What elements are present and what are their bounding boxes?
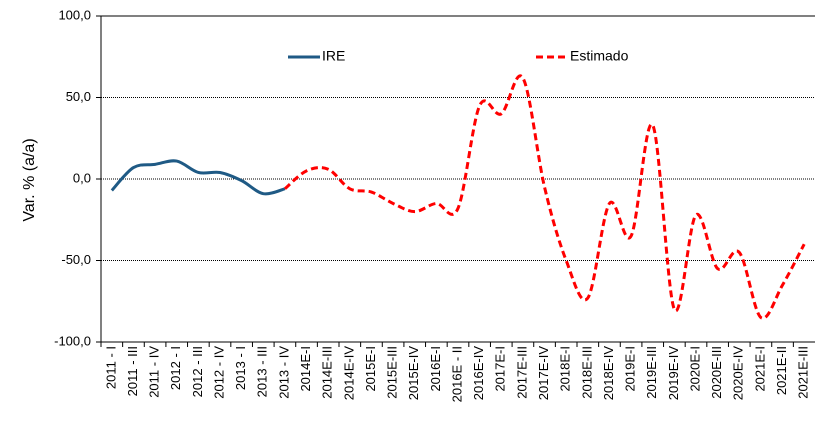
- x-tick-label: 2020E-I: [687, 346, 702, 392]
- x-tick-label: 2016E-I: [428, 346, 443, 392]
- x-tick-label: 2012 - III: [190, 346, 205, 397]
- x-tick-label: 2019E-I: [623, 346, 638, 392]
- x-tick-label: 2015E-III: [385, 346, 400, 399]
- x-tick-label: 2011 - III: [125, 346, 140, 396]
- y-tick-label: -100,0: [54, 333, 91, 348]
- y-tick-label: -50,0: [61, 252, 91, 267]
- x-tick-label: 2017E-IV: [536, 346, 551, 401]
- x-tick-label: 2018E-IV: [601, 346, 616, 401]
- x-tick-label: 2013 - I: [233, 346, 248, 390]
- x-tick-label: 2021E-III: [796, 346, 811, 399]
- x-tick-label: 2012 - I: [168, 346, 183, 390]
- series-line: [283, 74, 806, 320]
- x-tick-label: 2017E-I: [493, 346, 508, 392]
- x-tick-label: 2019E-III: [644, 346, 659, 399]
- x-tick-label: 2017E-III: [514, 346, 529, 399]
- y-tick-label: 50,0: [66, 89, 91, 104]
- legend-label: IRE: [322, 48, 345, 64]
- x-tick-label: 2015E-I: [363, 346, 378, 392]
- x-tick-label: 2021E-I: [752, 346, 767, 392]
- x-tick-label: 2013 - III: [255, 346, 270, 397]
- x-tick-label: 2014E-I: [298, 346, 313, 392]
- x-tick-label: 2016E-IV: [471, 346, 486, 401]
- x-tick-label: 2011 - I: [103, 346, 118, 389]
- x-tick-label: 2014E-IV: [341, 346, 356, 401]
- x-tick-label: 2019E-IV: [666, 346, 681, 401]
- legend-label: Estimado: [570, 48, 629, 64]
- x-tick-label: 2011 - IV: [147, 346, 162, 398]
- y-tick-label: 100,0: [58, 7, 91, 22]
- series-line: [110, 159, 286, 196]
- x-tick-label: 2018E-I: [558, 346, 573, 392]
- x-tick-label: 2020E-III: [709, 346, 724, 399]
- x-tick-label: 2016E - II: [449, 346, 464, 402]
- x-tick-label: 2013 - IV: [276, 346, 291, 399]
- x-tick-label: 2018E-III: [579, 346, 594, 399]
- x-tick-label: 2012 - IV: [211, 346, 226, 399]
- x-tick-label: 2020E-IV: [731, 346, 746, 401]
- y-tick-label: 0,0: [73, 170, 91, 185]
- x-tick-label: 2021E-II: [774, 346, 789, 395]
- x-tick-label: 2015E-IV: [406, 346, 421, 401]
- x-tick-label: 2014E-III: [320, 346, 335, 399]
- y-axis-label: Var. % (a/a): [21, 138, 38, 221]
